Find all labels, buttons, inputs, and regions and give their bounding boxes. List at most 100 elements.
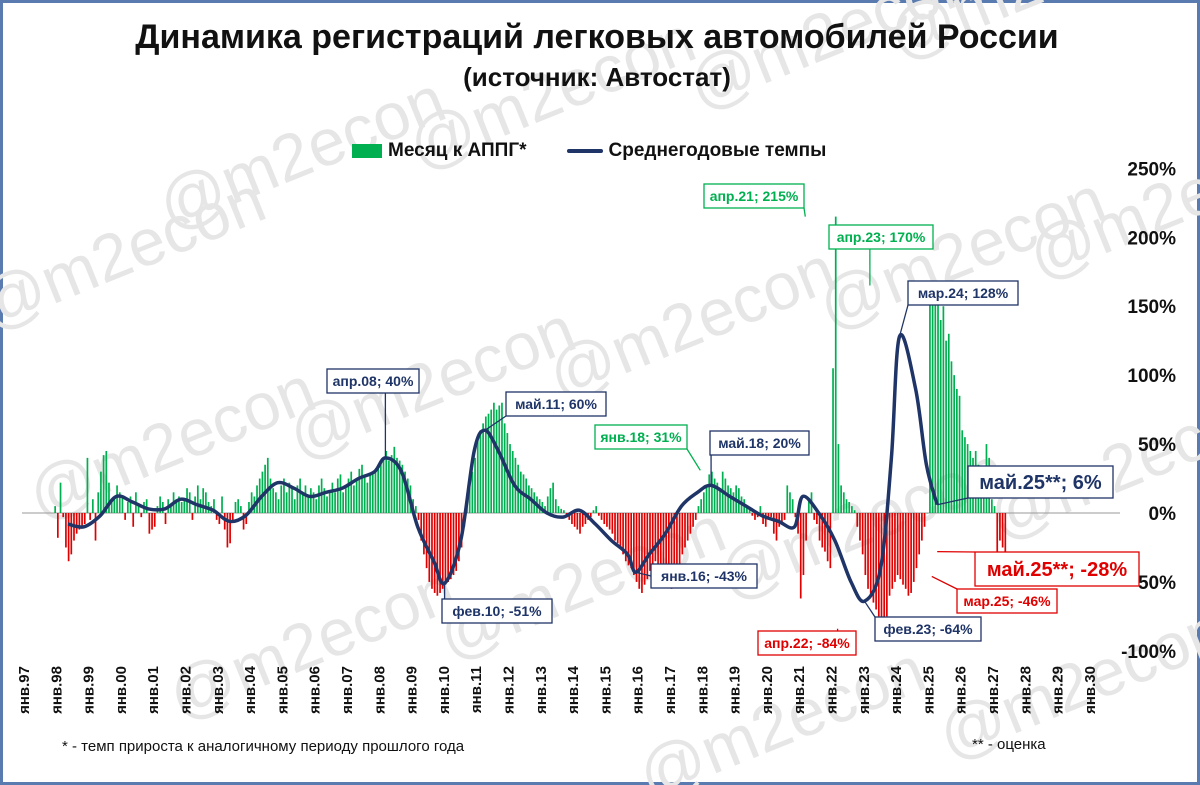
bar-mark (947, 333, 950, 513)
x-tick-label: янв.27 (985, 666, 1002, 714)
bar-mark (175, 499, 178, 513)
x-tick-label: янв.02 (178, 666, 195, 714)
bar-mark (864, 513, 867, 576)
bar-mark (713, 478, 716, 513)
x-tick-label: янв.18 (694, 666, 711, 714)
bar-mark (1004, 513, 1007, 555)
bar-mark (108, 482, 110, 513)
annotation-label: май.11; 60% (515, 396, 597, 412)
bar-mark (619, 513, 622, 548)
bar-mark (802, 513, 805, 576)
bar-mark (178, 496, 180, 513)
bar-mark (581, 513, 584, 527)
bar-mark (296, 485, 299, 513)
bar-mark (891, 513, 894, 589)
bar-mark (589, 513, 592, 518)
bar-mark (826, 513, 829, 562)
bar-mark (724, 478, 727, 513)
bar-mark (363, 474, 366, 513)
annotation-label: янв.16; -43% (661, 568, 747, 584)
bar-mark (428, 513, 431, 582)
bar-mark (829, 513, 832, 569)
bar-mark (910, 513, 912, 593)
annotation-box (505, 391, 607, 417)
bar-mark (584, 513, 587, 525)
bar-mark (598, 513, 600, 516)
bar-mark (894, 513, 896, 582)
bar-mark (191, 513, 194, 520)
bar-mark (888, 513, 891, 596)
y-tick-label: -50% (1132, 573, 1176, 594)
bar-mark (557, 506, 560, 513)
bar-mark (379, 460, 382, 513)
annotation-box (828, 224, 934, 250)
bar-mark (1001, 513, 1004, 548)
bar-mark (479, 430, 482, 513)
bar-mark (630, 513, 633, 569)
bar-mark (126, 501, 129, 513)
bar-mark (417, 513, 420, 520)
bar-mark (396, 457, 398, 513)
bar-mark (641, 513, 643, 593)
bar-mark (431, 513, 433, 589)
bar-mark (54, 506, 56, 513)
bar-mark (129, 496, 132, 513)
bar-mark (711, 471, 713, 513)
bar-mark (872, 513, 875, 603)
bar-mark (600, 513, 603, 520)
bar-mark (355, 478, 358, 513)
bar-mark (110, 499, 113, 513)
bar-mark (668, 513, 670, 585)
bar-mark (339, 474, 342, 513)
bar-mark (121, 496, 124, 513)
bar-mark (554, 499, 557, 513)
bar-mark (240, 506, 242, 513)
bar-mark (315, 499, 318, 513)
bar-mark (670, 513, 673, 589)
bar-mark (288, 482, 291, 513)
annotation-box (650, 563, 758, 589)
bar-mark (807, 499, 810, 513)
bar-mark (697, 506, 700, 513)
bar-mark (842, 492, 845, 513)
bar-mark (482, 423, 484, 513)
bar-mark (961, 430, 964, 513)
annotation-box (907, 280, 1019, 306)
bar-mark (705, 485, 708, 513)
bar-mark (382, 457, 385, 513)
bar-mark (132, 513, 135, 527)
y-tick-label: 100% (1127, 366, 1176, 387)
bar-mark (301, 492, 304, 513)
bar-mark (676, 513, 678, 571)
bar-mark (595, 506, 598, 513)
bar-mark (958, 395, 961, 513)
footnote-estimate: ** - оценка (972, 736, 1046, 753)
bar-mark (729, 488, 732, 513)
bar-mark (170, 506, 172, 513)
x-tick-label: янв.98 (48, 666, 65, 714)
bar-mark (931, 292, 934, 513)
bar-mark (180, 501, 183, 513)
bar-mark (937, 295, 939, 513)
bar-mark (248, 501, 250, 513)
bar-mark (151, 513, 153, 530)
bar-mark (899, 513, 902, 580)
bar-mark (926, 513, 929, 514)
bar-mark (404, 471, 406, 513)
bar-mark (56, 513, 59, 538)
bar-mark (390, 455, 393, 513)
bar-mark (999, 513, 1001, 541)
bar-mark (996, 513, 999, 552)
bar-mark (673, 513, 676, 582)
bar-mark (495, 409, 498, 513)
legend-line-swatch (566, 149, 603, 153)
bar-mark (67, 513, 70, 562)
legend-bar-label: Месяц к АППГ* (388, 140, 527, 161)
bar-mark (560, 508, 563, 513)
bar-mark (694, 513, 697, 520)
bar-mark (336, 478, 339, 513)
bar-mark (62, 513, 65, 518)
annotation-leader (863, 600, 876, 618)
y-tick-label: 250% (1127, 159, 1176, 180)
bar-mark (269, 478, 272, 513)
